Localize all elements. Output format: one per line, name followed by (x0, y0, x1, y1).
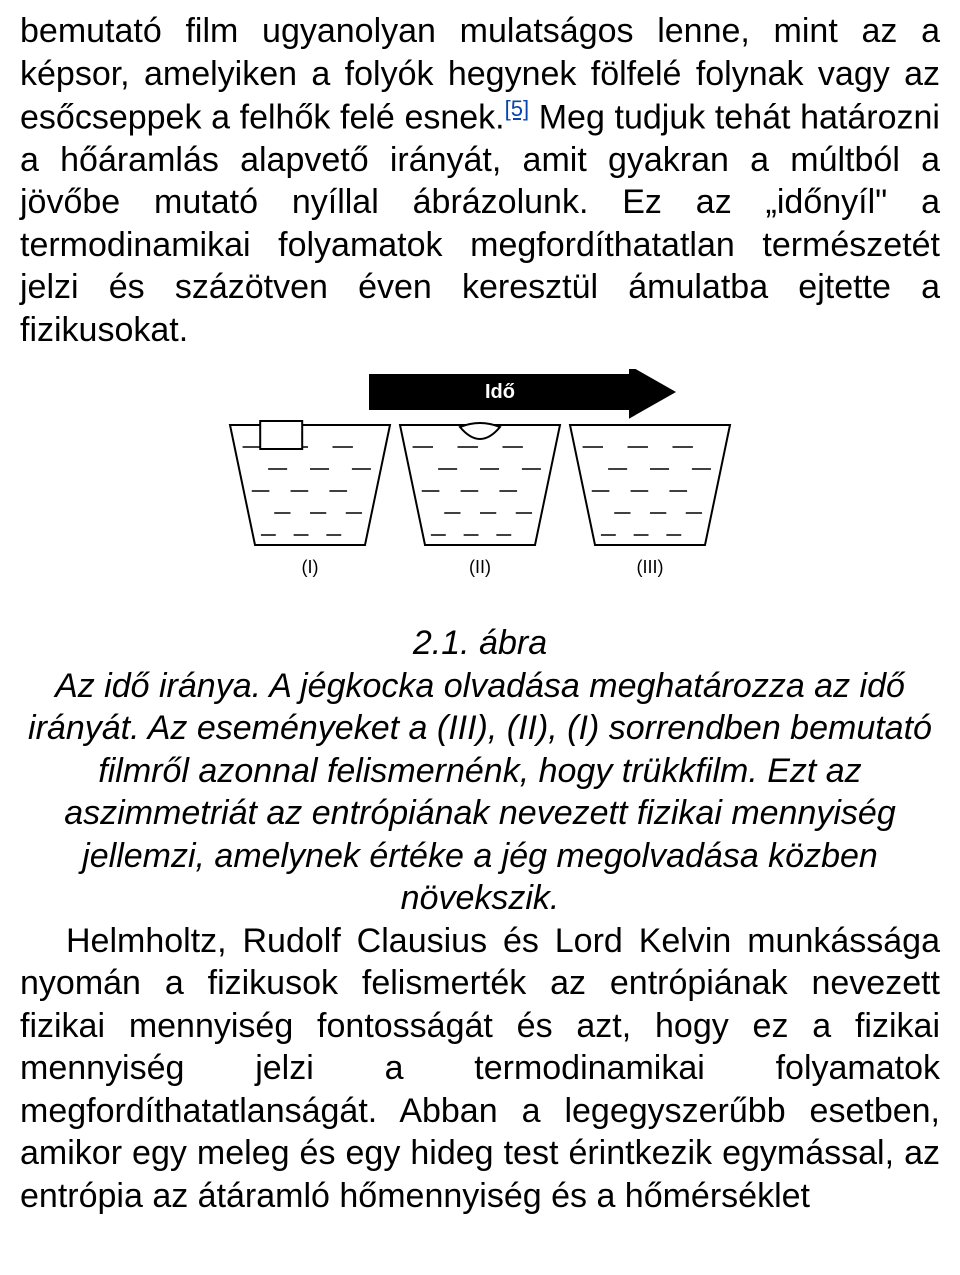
cup-icon (570, 425, 730, 545)
time-arrow-icon (370, 369, 674, 417)
figure-caption-title: 2.1. ábra (413, 624, 547, 662)
paragraph-1: bemutató film ugyanolyan mulatságos lenn… (20, 10, 940, 351)
cup-stage-label: (II) (469, 557, 491, 577)
figure-caption: 2.1. ábra Az idő iránya. A jégkocka olva… (20, 622, 940, 920)
figure-caption-body: Az idő iránya. A jégkocka olvadása megha… (28, 667, 932, 918)
cup-icon (400, 425, 560, 545)
footnote-5-link[interactable]: [5] (505, 96, 529, 121)
cup-stage-label: (I) (302, 557, 319, 577)
figure-2-1-svg: Idő (I) (II) (III) (210, 369, 750, 609)
time-arrow-label: Idő (485, 381, 515, 403)
figure-2-1: Idő (I) (II) (III) (20, 369, 940, 614)
cup-icon (230, 425, 390, 545)
paragraph-2: Helmholtz, Rudolf Clausius és Lord Kelvi… (20, 920, 940, 1218)
ice-cube-icon (260, 421, 302, 449)
document-page: bemutató film ugyanolyan mulatságos lenn… (0, 0, 960, 1275)
cup-stage-label: (III) (637, 557, 664, 577)
